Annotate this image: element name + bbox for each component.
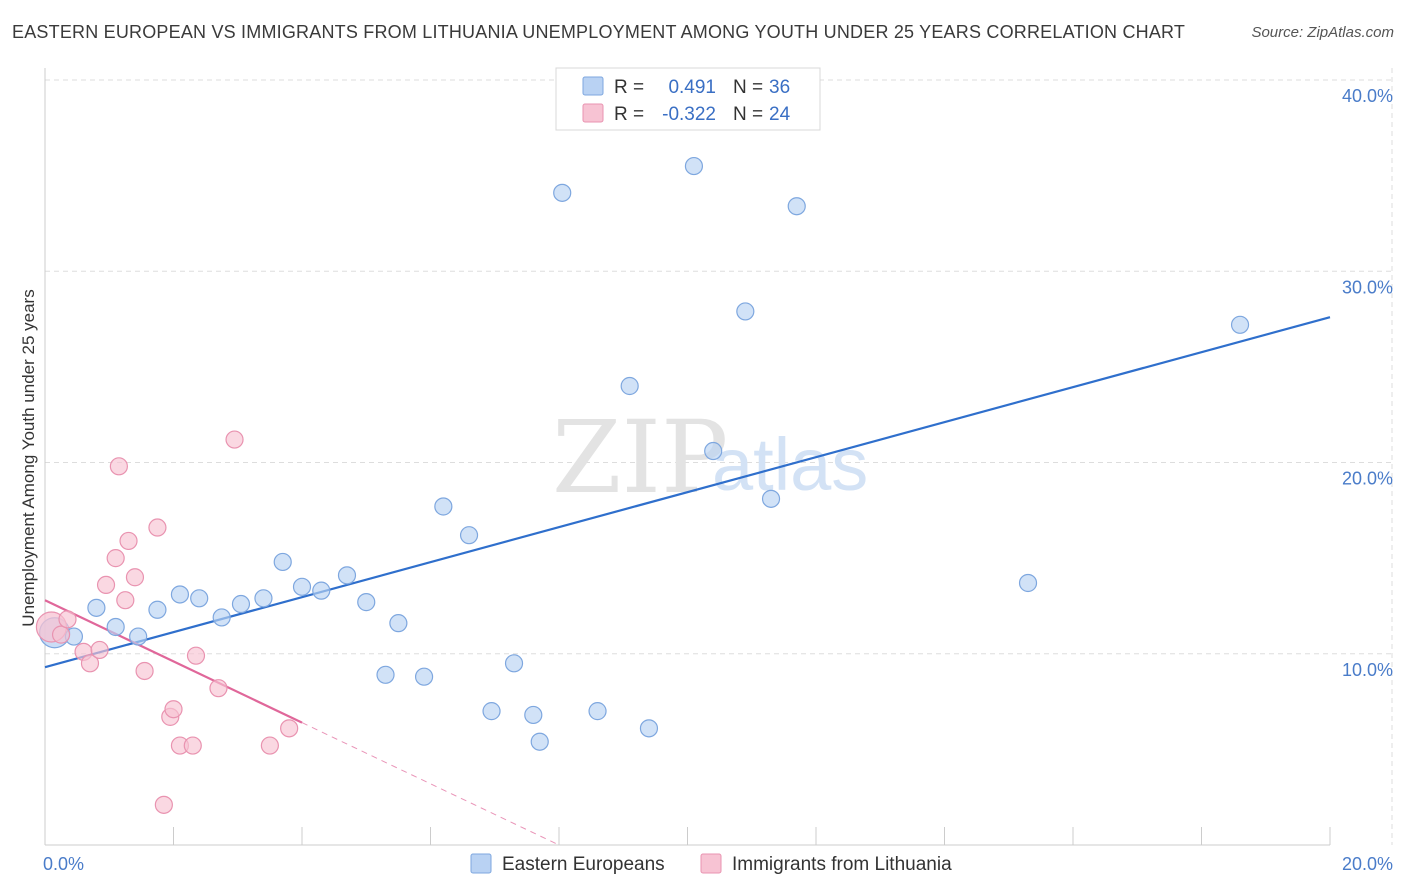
y-tick-label: 40.0% [1342,86,1393,106]
chart-source: Source: ZipAtlas.com [1251,24,1394,41]
legend-r-value-0: 0.491 [668,77,716,98]
y-axis-title: Unemployment Among Youth under 25 years [19,289,38,626]
point-immigrants-lithuania [260,736,279,755]
point-eastern-europeans [337,566,357,585]
y-tick-label: 30.0% [1342,277,1393,297]
point-eastern-europeans [639,719,659,738]
correlation-legend: R = 0.491 N = 36 R = -0.322 N = 24 [555,67,821,131]
legend-n-label-1: N = [733,104,763,125]
gridlines [45,68,1393,845]
point-eastern-europeans [254,589,273,608]
point-eastern-europeans [231,594,251,614]
x-tick-label: 0.0% [43,854,84,874]
point-eastern-europeans [482,702,501,721]
legend-n-value-1: 24 [769,104,791,125]
point-eastern-europeans [620,376,639,396]
series-legend-label-eastern-europeans: Eastern Europeans [502,854,665,875]
point-eastern-europeans [87,598,106,617]
point-immigrants-lithuania [148,518,167,537]
point-immigrants-lithuania [135,661,154,681]
x-tick-label: 20.0% [1342,854,1393,874]
point-eastern-europeans [376,665,395,684]
legend-swatch-eastern-europeans [582,76,604,96]
series-legend-swatch-immigrants-lithuania [700,853,722,874]
point-eastern-europeans [787,197,806,216]
point-immigrants-lithuania [119,531,138,551]
point-immigrants-lithuania [109,457,128,476]
point-eastern-europeans [684,156,704,176]
point-immigrants-lithuania [125,568,145,587]
point-immigrants-lithuania [106,549,125,568]
trend-line-extension-immigrants-lithuania [301,722,560,846]
trend-line-immigrants-lithuania [44,599,303,724]
point-eastern-europeans [389,614,408,633]
point-eastern-europeans [129,627,148,646]
point-immigrants-lithuania [51,625,71,644]
point-eastern-europeans [190,589,209,608]
legend-r-label-1: R = [614,104,644,125]
legend-r-label-0: R = [614,77,644,98]
point-eastern-europeans [106,617,125,637]
point-immigrants-lithuania [209,679,228,698]
point-eastern-europeans [761,489,781,508]
point-eastern-europeans [1230,315,1250,334]
axes: 10.0% 20.0% 30.0% 40.0% 0.0% 20.0% [43,68,1393,874]
point-eastern-europeans [530,732,549,751]
series-legend-label-immigrants-lithuania: Immigrants from Lithuania [732,854,952,875]
point-eastern-europeans [704,441,723,461]
point-eastern-europeans [434,497,453,516]
legend-n-label-0: N = [733,77,763,98]
point-immigrants-lithuania [58,610,77,629]
point-eastern-europeans [312,581,331,600]
point-eastern-europeans [524,705,543,725]
trend-line-eastern-europeans [44,316,1331,669]
legend-n-value-0: 36 [769,77,790,98]
point-immigrants-lithuania [186,646,206,665]
point-immigrants-lithuania [80,654,100,673]
chart-title: EASTERN EUROPEAN VS IMMIGRANTS FROM LITH… [12,22,1186,42]
point-eastern-europeans [357,593,376,612]
point-eastern-europeans [504,654,524,673]
y-tick-label: 20.0% [1342,469,1393,489]
point-eastern-europeans [148,600,167,619]
y-tick-label: 10.0% [1342,660,1393,680]
point-eastern-europeans [414,667,434,686]
point-immigrants-lithuania [183,736,202,755]
series-legend: Eastern Europeans Immigrants from Lithua… [470,853,952,875]
legend-r-value-1: -0.322 [662,104,716,125]
point-immigrants-lithuania [154,795,173,814]
point-immigrants-lithuania [90,640,109,660]
point-immigrants-lithuania [280,719,299,738]
point-eastern-europeans [273,552,292,572]
legend-swatch-immigrants-lithuania [582,103,604,123]
trend-lines [44,316,1331,846]
data-points [35,156,1250,814]
point-eastern-europeans [292,577,312,596]
point-eastern-europeans [212,608,231,627]
point-eastern-europeans [1018,573,1038,593]
point-immigrants-lithuania [96,575,116,595]
point-eastern-europeans [553,183,572,202]
series-legend-swatch-eastern-europeans [470,853,492,874]
point-immigrants-lithuania [116,591,135,610]
point-eastern-europeans [170,585,190,604]
point-eastern-europeans [736,302,755,321]
point-immigrants-lithuania [164,700,183,719]
point-eastern-europeans [459,526,479,545]
watermark-zip: ZIP [552,399,728,516]
point-eastern-europeans [588,702,607,721]
point-immigrants-lithuania [225,430,244,449]
